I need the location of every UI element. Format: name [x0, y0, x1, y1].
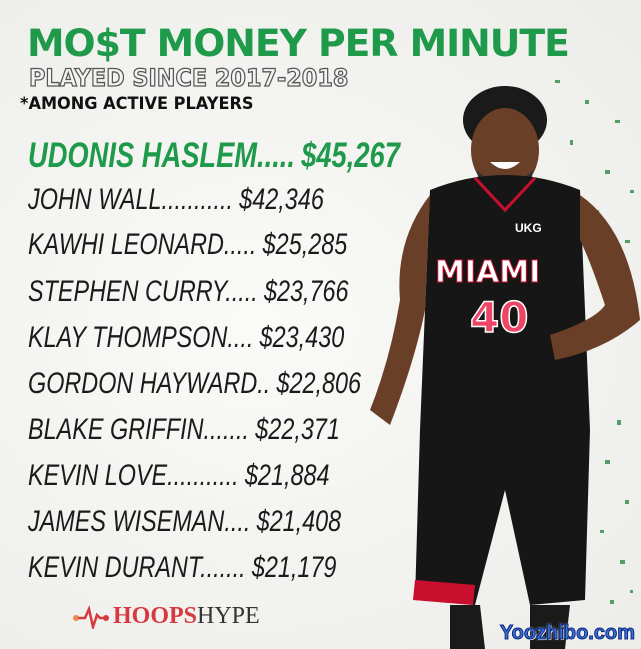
jersey-team: MIAMI — [435, 255, 540, 290]
list-item: JAMES WISEMAN.... $21,408 — [28, 505, 341, 539]
player-name: STEPHEN CURRY — [28, 275, 226, 308]
player-name: GORDON HAYWARD — [28, 367, 258, 400]
player-dots: .... — [224, 505, 251, 538]
player-dots: .. — [257, 367, 271, 400]
player-value: $42,346 — [239, 183, 324, 216]
player-dots: .... — [227, 321, 254, 354]
player-dots: ..... — [225, 275, 258, 308]
player-name: BLAKE GRIFFIN — [28, 413, 204, 446]
player-value: $23,430 — [259, 321, 345, 354]
hoopshype-logo: HOOPSHYPE — [72, 603, 260, 630]
player-value: $21,179 — [251, 551, 337, 584]
player-name: KLAY THOMPSON — [28, 321, 228, 354]
player-name: JAMES WISEMAN — [28, 505, 225, 538]
player-name: KEVIN DURANT — [28, 551, 201, 584]
player-dots: ........... — [161, 183, 234, 216]
logo-hype: HYPE — [197, 603, 260, 629]
list-item: KEVIN DURANT....... $21,179 — [28, 551, 336, 585]
jersey-number: 40 — [470, 293, 528, 342]
page-title: MO$T MONEY PER MINUTE — [27, 22, 570, 65]
footnote: *AMONG ACTIVE PLAYERS — [20, 94, 254, 114]
player-dots: ....... — [200, 551, 246, 584]
player-name: JOHN WALL — [28, 183, 162, 216]
player-dots: ..... — [257, 136, 295, 175]
player-name: KAWHI LEONARD — [28, 228, 224, 261]
subtitle: PLAYED SINCE 2017-2018 — [28, 63, 349, 92]
jersey-sponsor: UKG — [515, 221, 542, 235]
player-value: $45,267 — [301, 136, 400, 175]
player-value: $23,766 — [263, 275, 349, 308]
heartbeat-icon — [73, 604, 109, 629]
player-value: $25,285 — [262, 228, 348, 261]
list-item: STEPHEN CURRY..... $23,766 — [28, 275, 349, 309]
list-item: BLAKE GRIFFIN....... $22,371 — [28, 413, 340, 447]
player-name: UDONIS HASLEM — [28, 136, 258, 175]
watermark: Yoozhibo.com — [499, 622, 635, 645]
player-name: KEVIN LOVE — [28, 459, 168, 492]
list-item: GORDON HAYWARD.. $22,806 — [28, 367, 361, 401]
player-dots: ....... — [203, 413, 250, 446]
list-item: KAWHI LEONARD..... $25,285 — [28, 228, 347, 262]
player-dots: ........... — [167, 459, 239, 492]
player-photo: MIAMI 40 UKG — [370, 80, 640, 649]
player-dots: ..... — [223, 228, 257, 261]
list-item: JOHN WALL........... $42,346 — [28, 183, 324, 217]
list-item: UDONIS HASLEM..... $45,267 — [28, 136, 400, 176]
list-item: KLAY THOMPSON.... $23,430 — [28, 321, 344, 355]
logo-hoops: HOOPS — [113, 603, 198, 629]
player-value: $21,408 — [256, 505, 342, 538]
player-value: $22,371 — [255, 413, 340, 446]
player-value: $21,884 — [244, 459, 330, 492]
player-value: $22,806 — [276, 367, 362, 400]
list-item: KEVIN LOVE........... $21,884 — [28, 459, 330, 493]
